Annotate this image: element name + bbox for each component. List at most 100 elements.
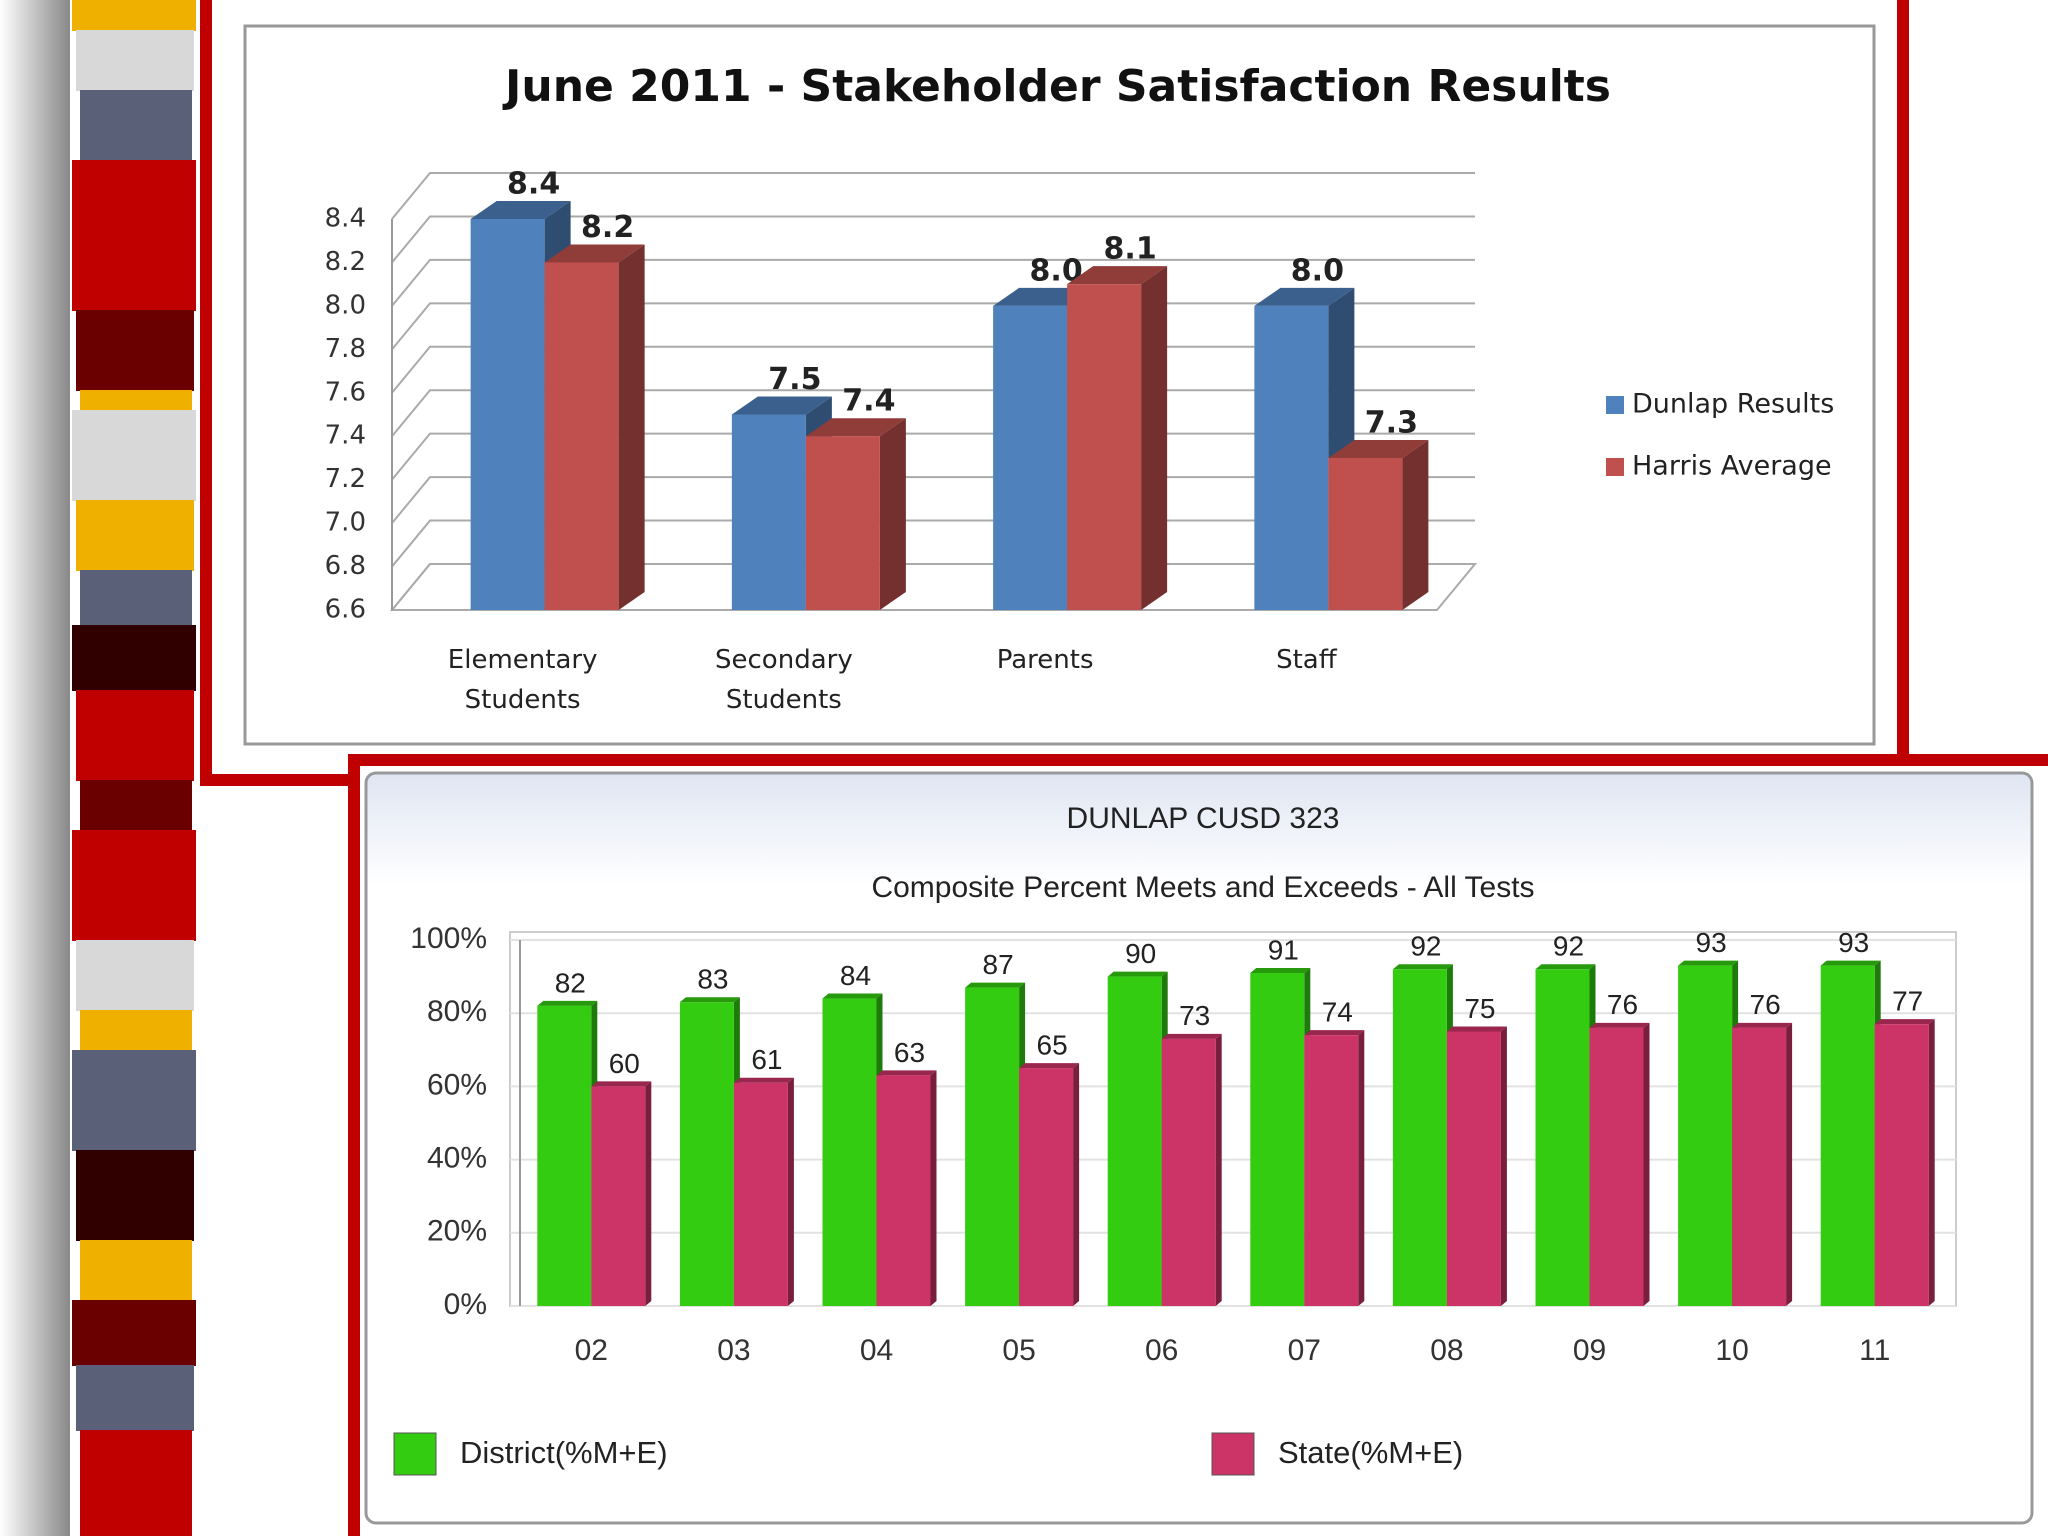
bar-top [731, 396, 832, 415]
bar-top [470, 201, 571, 219]
y-tick-label: 0% [444, 1288, 487, 1321]
bar [1589, 1027, 1644, 1306]
bar [1161, 1038, 1216, 1306]
bar-top [1067, 266, 1168, 285]
stripe [80, 1430, 192, 1536]
x-tick-label: 09 [1573, 1334, 1606, 1367]
bar [1304, 1035, 1359, 1306]
bar-top [876, 1070, 937, 1076]
bar-top [1107, 971, 1168, 977]
stripe [80, 90, 192, 161]
data-label: 60 [609, 1048, 640, 1079]
bar-side [1358, 1030, 1365, 1306]
data-label: 83 [697, 964, 728, 995]
stripe [72, 410, 196, 501]
data-label: 65 [1037, 1029, 1068, 1060]
legend-swatch [1606, 458, 1624, 476]
data-label: 8.1 [1104, 232, 1157, 267]
legend-label: Dunlap Results [1632, 389, 1834, 420]
stripe [76, 310, 194, 391]
y-tick-label: 20% [427, 1215, 487, 1248]
stripe [72, 1050, 196, 1151]
bar-side [930, 1070, 937, 1306]
x-tick-label: Staff [1276, 645, 1337, 675]
chart-title: June 2011 - Stakeholder Satisfaction Res… [502, 61, 1611, 112]
bar [470, 219, 545, 610]
bar [1019, 1068, 1074, 1306]
x-tick-label: 11 [1859, 1334, 1890, 1367]
x-tick-label: 08 [1430, 1334, 1463, 1367]
stripe [76, 1150, 194, 1241]
bar [805, 436, 880, 610]
data-label: 7.4 [842, 384, 895, 419]
data-label: 7.5 [768, 362, 821, 397]
x-tick-label: 02 [575, 1334, 608, 1367]
legend-swatch [1211, 1432, 1255, 1476]
x-tick-label: Secondary Students [715, 645, 853, 715]
bar-side [1786, 1022, 1793, 1306]
y-tick-label: 7.2 [325, 464, 366, 494]
legend-label: State(%M+E) [1278, 1435, 1463, 1470]
bar [1535, 969, 1590, 1306]
data-label: 92 [1410, 931, 1441, 962]
stripe [76, 940, 194, 1011]
bar-top [1161, 1033, 1222, 1039]
bar [1678, 965, 1733, 1306]
y-tick-label: 7.6 [325, 377, 366, 407]
bar-top [965, 982, 1026, 988]
stripe [76, 500, 194, 571]
stripe [80, 780, 192, 831]
bar [876, 1075, 931, 1306]
stripe [76, 30, 194, 91]
grid-line [391, 215, 1475, 264]
legend-label: District(%M+E) [460, 1435, 668, 1470]
data-label: 84 [840, 960, 871, 991]
data-label: 8.4 [507, 167, 560, 202]
bar [537, 1005, 592, 1306]
data-label: 93 [1696, 927, 1727, 958]
bar [1250, 972, 1305, 1306]
bar-side [1402, 439, 1429, 610]
data-label: 92 [1553, 931, 1584, 962]
stripes [72, 0, 196, 1536]
stripe [80, 570, 192, 626]
data-label: 76 [1750, 989, 1781, 1020]
data-label: 75 [1464, 993, 1495, 1024]
bar-side [787, 1077, 794, 1306]
bar-top [591, 1081, 652, 1087]
bar [1254, 305, 1329, 610]
stripe [76, 690, 194, 781]
y-tick-label: 8.2 [325, 247, 366, 277]
bar-top [1678, 960, 1739, 966]
stripe [72, 1300, 196, 1366]
data-label: 8.2 [581, 210, 634, 245]
x-tick-label: Elementary Students [447, 645, 598, 715]
x-tick-label: 05 [1002, 1334, 1035, 1367]
bar-top [1019, 1063, 1080, 1069]
bar [1446, 1031, 1501, 1306]
y-tick-label: 7.8 [325, 334, 366, 364]
x-tick-label: 07 [1288, 1334, 1321, 1367]
bar [591, 1086, 646, 1306]
data-label: 74 [1322, 997, 1353, 1028]
chart-title: DUNLAP CUSD 323 [1067, 802, 1340, 835]
bar [1820, 965, 1875, 1306]
bar-top [544, 244, 645, 263]
bar-side [1073, 1063, 1080, 1306]
bar-top [1250, 967, 1311, 973]
data-label: 7.3 [1365, 405, 1418, 440]
bar [965, 987, 1020, 1306]
stripe [72, 0, 196, 31]
data-label: 82 [555, 967, 586, 998]
legend-label: Harris Average [1632, 451, 1832, 482]
data-label: 61 [751, 1044, 782, 1075]
y-tick-label: 7.4 [325, 421, 366, 451]
bar [1067, 284, 1142, 610]
bar [731, 414, 806, 610]
bar-side [1141, 266, 1168, 610]
bar [993, 305, 1068, 610]
bar [1392, 969, 1447, 1306]
bar-side [1643, 1022, 1650, 1306]
grid-line [391, 258, 1475, 307]
